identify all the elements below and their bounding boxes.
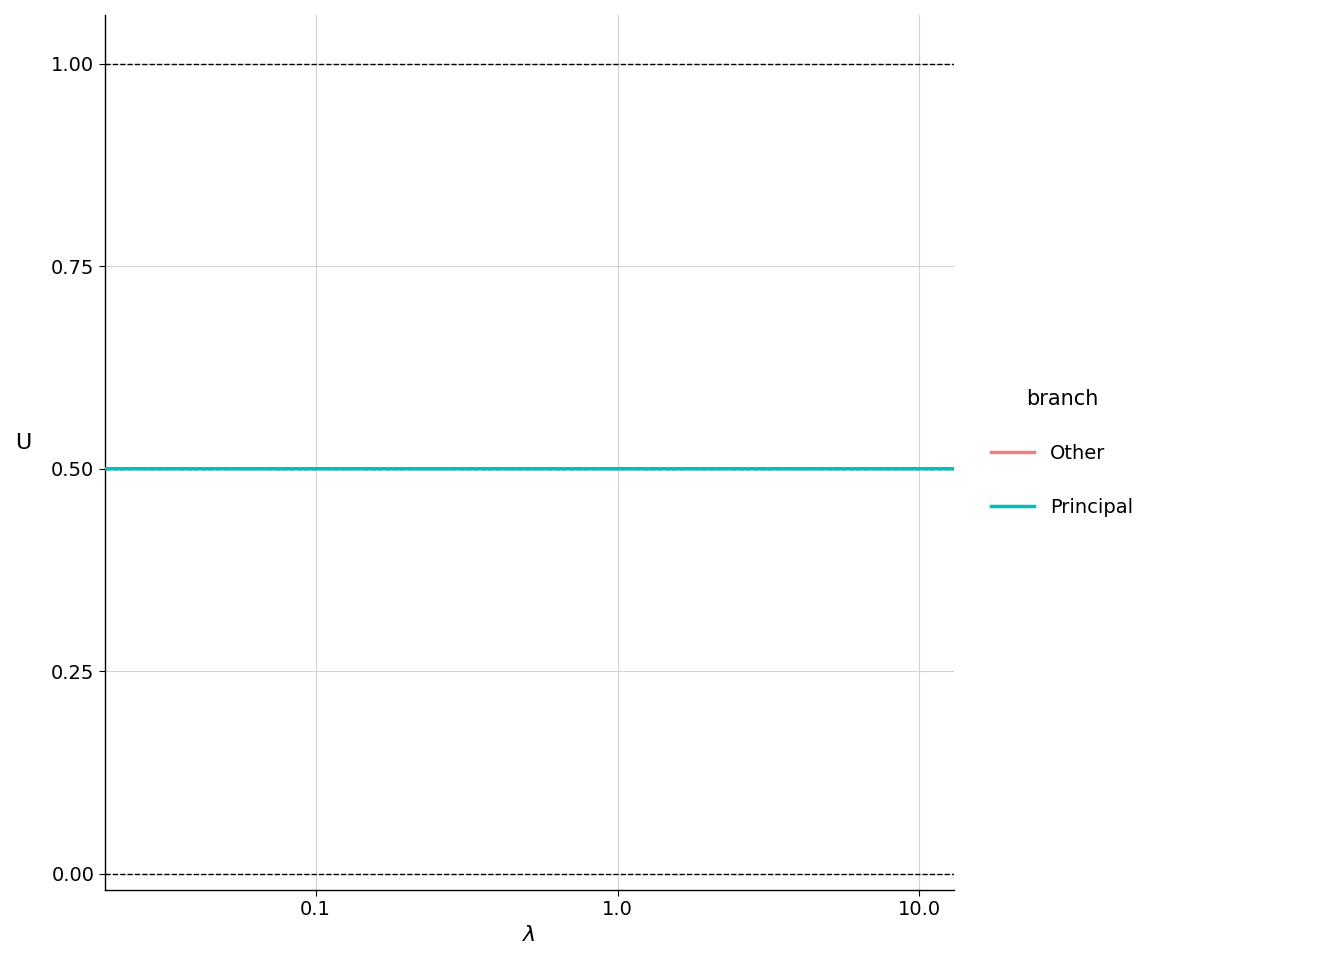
Y-axis label: U: U xyxy=(15,433,31,452)
X-axis label: λ: λ xyxy=(523,925,536,945)
Legend: Other, Principal: Other, Principal xyxy=(972,369,1152,536)
